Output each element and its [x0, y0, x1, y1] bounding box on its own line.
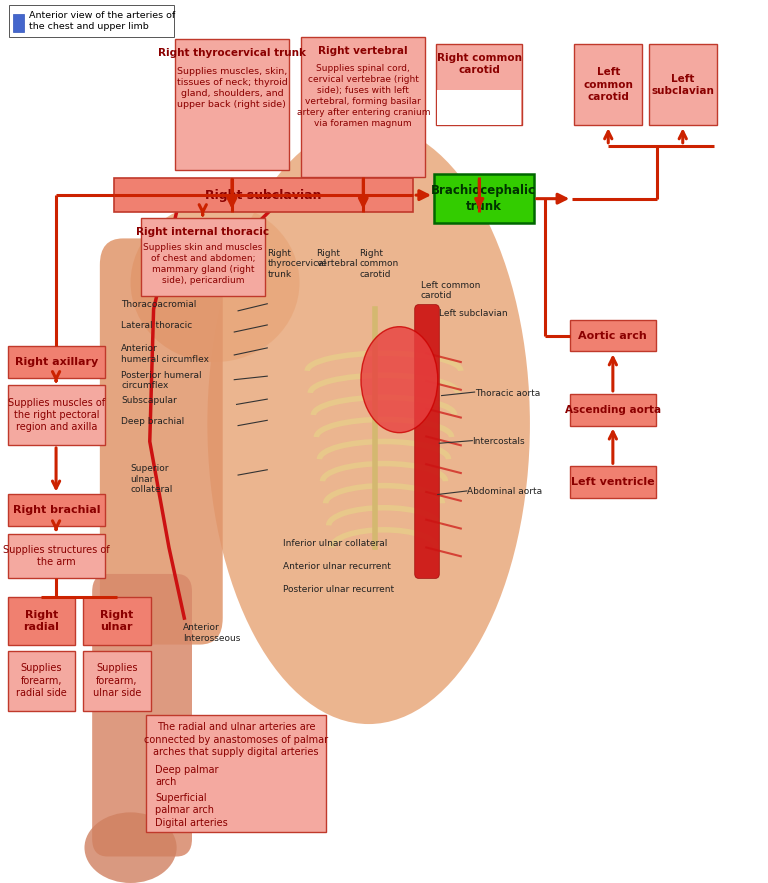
Text: Supplies
forearm,
radial side: Supplies forearm, radial side [16, 663, 67, 698]
Text: Supplies skin and muscles
of chest and abdomen;
mammary gland (right
side), peri: Supplies skin and muscles of chest and a… [143, 243, 263, 285]
Text: Thoracic aorta: Thoracic aorta [475, 389, 540, 397]
Text: Thoracoacromial: Thoracoacromial [121, 300, 197, 309]
Text: Right
common
carotid: Right common carotid [359, 249, 399, 279]
Text: Digital arteries: Digital arteries [155, 818, 228, 827]
Text: Right common
carotid: Right common carotid [437, 53, 521, 75]
Text: Anterior ulnar recurrent: Anterior ulnar recurrent [283, 562, 390, 570]
FancyArrowPatch shape [537, 194, 566, 203]
Text: Right brachial: Right brachial [13, 505, 100, 516]
FancyBboxPatch shape [8, 385, 105, 445]
Text: Ascending aorta: Ascending aorta [564, 404, 661, 415]
FancyBboxPatch shape [8, 494, 105, 526]
FancyBboxPatch shape [9, 5, 174, 37]
Text: Right internal thoracic: Right internal thoracic [136, 227, 270, 237]
Text: Posterior ulnar recurrent: Posterior ulnar recurrent [283, 585, 394, 593]
FancyArrowPatch shape [416, 191, 428, 200]
FancyArrowPatch shape [52, 372, 60, 381]
Text: Lateral thoracic: Lateral thoracic [121, 321, 193, 330]
FancyBboxPatch shape [83, 597, 151, 645]
FancyBboxPatch shape [301, 37, 425, 177]
FancyBboxPatch shape [146, 715, 326, 832]
FancyArrowPatch shape [609, 358, 617, 391]
Text: Inferior ulnar collateral: Inferior ulnar collateral [283, 539, 387, 547]
FancyBboxPatch shape [437, 90, 521, 125]
Text: Anterior view of the arteries of
the chest and upper limb: Anterior view of the arteries of the che… [29, 11, 175, 31]
FancyBboxPatch shape [13, 14, 24, 32]
FancyBboxPatch shape [570, 320, 656, 351]
FancyArrowPatch shape [52, 521, 60, 530]
Text: Left common
carotid: Left common carotid [421, 281, 480, 300]
Text: Left
common
carotid: Left common carotid [584, 67, 633, 102]
Text: Anterior
Interosseous: Anterior Interosseous [183, 623, 240, 643]
FancyBboxPatch shape [114, 178, 413, 212]
FancyArrowPatch shape [228, 179, 236, 206]
FancyBboxPatch shape [8, 534, 105, 578]
Text: Supplies muscles, skin,
tissues of neck; thyroid
gland, shoulders, and
upper bac: Supplies muscles, skin, tissues of neck;… [177, 67, 287, 109]
FancyArrowPatch shape [199, 205, 207, 215]
Text: Supplies muscles of
the right pectoral
region and axilla: Supplies muscles of the right pectoral r… [8, 397, 105, 433]
FancyArrowPatch shape [359, 179, 367, 206]
Text: Abdominal aorta: Abdominal aorta [467, 487, 542, 496]
FancyBboxPatch shape [141, 218, 265, 296]
FancyArrowPatch shape [475, 179, 483, 206]
FancyBboxPatch shape [83, 651, 151, 711]
Text: Right
ulnar: Right ulnar [100, 609, 134, 632]
Text: Anterior
humeral circumflex: Anterior humeral circumflex [121, 344, 210, 364]
Text: Superficial
palmar arch: Superficial palmar arch [155, 793, 214, 815]
Text: The radial and ulnar arteries are
connected by anastomoses of palmar
arches that: The radial and ulnar arteries are connec… [144, 722, 328, 757]
FancyArrowPatch shape [604, 132, 612, 143]
FancyArrowPatch shape [609, 432, 617, 464]
Text: Posterior humeral
circumflex: Posterior humeral circumflex [121, 371, 202, 390]
Text: Superior
ulnar
collateral: Superior ulnar collateral [131, 464, 173, 494]
Ellipse shape [361, 327, 438, 433]
FancyBboxPatch shape [8, 346, 105, 378]
Text: Left ventricle: Left ventricle [571, 477, 654, 487]
Text: Brachiocephalic
trunk: Brachiocephalic trunk [432, 184, 536, 213]
Text: Supplies spinal cord,
cervical vertebrae (right
side); fuses with left
vertebral: Supplies spinal cord, cervical vertebrae… [296, 64, 430, 128]
Text: Right thyrocervical trunk: Right thyrocervical trunk [158, 48, 306, 57]
Text: Right
thyrocervical
trunk: Right thyrocervical trunk [267, 249, 326, 279]
FancyBboxPatch shape [100, 238, 223, 645]
FancyBboxPatch shape [570, 466, 656, 498]
Text: Supplies structures of
the arm: Supplies structures of the arm [3, 545, 110, 568]
Text: Right
radial: Right radial [24, 609, 59, 632]
Text: Left subclavian: Left subclavian [439, 309, 508, 318]
FancyBboxPatch shape [570, 394, 656, 426]
Text: Aortic arch: Aortic arch [578, 330, 647, 341]
Text: Right subclavian: Right subclavian [205, 189, 322, 201]
FancyArrowPatch shape [52, 448, 60, 488]
FancyBboxPatch shape [92, 574, 192, 857]
Ellipse shape [84, 812, 177, 883]
FancyBboxPatch shape [574, 44, 642, 125]
Text: Deep palmar
arch: Deep palmar arch [155, 765, 219, 787]
FancyBboxPatch shape [434, 174, 534, 223]
FancyBboxPatch shape [8, 651, 75, 711]
Text: Right vertebral: Right vertebral [319, 46, 408, 56]
Text: Right axillary: Right axillary [15, 357, 98, 367]
Ellipse shape [207, 124, 530, 724]
Text: Left
subclavian: Left subclavian [651, 73, 714, 96]
Text: Supplies
forearm,
ulnar side: Supplies forearm, ulnar side [93, 663, 141, 698]
FancyArrowPatch shape [679, 132, 687, 143]
Text: Right
vertebral: Right vertebral [316, 249, 358, 268]
Text: Intercostals: Intercostals [472, 437, 525, 446]
Ellipse shape [131, 203, 300, 362]
FancyBboxPatch shape [436, 44, 522, 125]
FancyBboxPatch shape [8, 597, 75, 645]
FancyBboxPatch shape [415, 305, 439, 578]
FancyBboxPatch shape [649, 44, 717, 125]
Text: Deep brachial: Deep brachial [121, 417, 184, 426]
FancyBboxPatch shape [175, 39, 289, 170]
Text: Subscapular: Subscapular [121, 396, 177, 404]
